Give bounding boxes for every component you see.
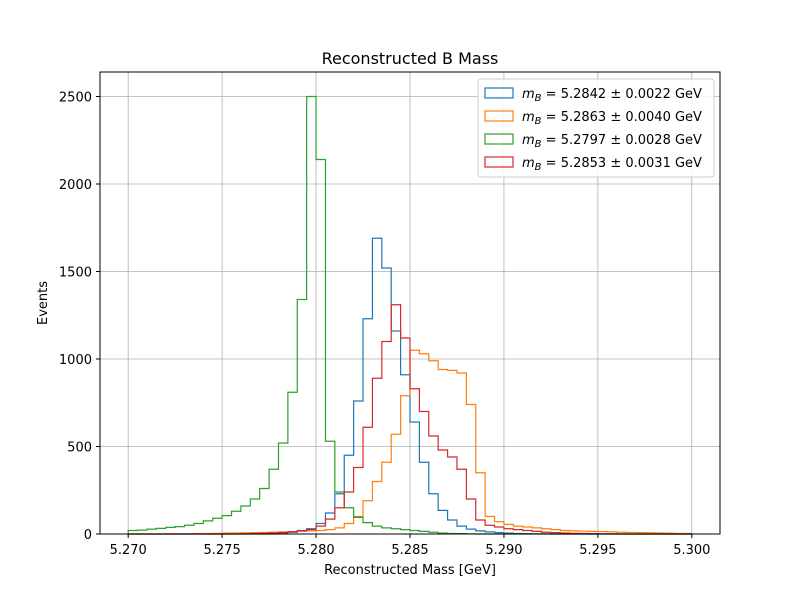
histogram-series-2 <box>128 349 693 535</box>
x-tick-label: 5.290 <box>485 543 522 558</box>
y-tick-label: 2000 <box>59 178 92 193</box>
legend-label-4: mB = 5.2853 ± 0.0031 GeV <box>522 156 702 173</box>
chart-title: Reconstructed B Mass <box>322 49 499 68</box>
legend-box <box>477 78 715 178</box>
legend-label-1: mB = 5.2842 ± 0.0022 GeV <box>522 87 702 104</box>
y-axis-label: Events <box>36 281 51 325</box>
legend-swatch-4 <box>484 156 514 168</box>
x-tick-label: 5.300 <box>673 543 710 558</box>
legend: mB = 5.2842 ± 0.0022 GeV mB = 5.2863 ± 0.… <box>477 78 715 178</box>
histogram-series-4 <box>128 304 692 535</box>
x-axis-ticks: 5.270 5.275 5.280 5.285 5.290 5.295 5.300 <box>110 534 710 558</box>
legend-swatch-3 <box>484 133 514 145</box>
x-tick-label: 5.270 <box>110 543 147 558</box>
x-tick-label: 5.295 <box>579 543 616 558</box>
y-tick-label: 1500 <box>59 266 92 281</box>
x-tick-label: 5.275 <box>204 543 241 558</box>
legend-label-3: mB = 5.2797 ± 0.0028 GeV <box>522 133 702 150</box>
y-axis-ticks: 0 500 1000 1500 2000 2500 <box>59 91 100 543</box>
x-tick-label: 5.280 <box>297 543 334 558</box>
x-axis-label: Reconstructed Mass [GeV] <box>324 563 496 578</box>
y-tick-label: 500 <box>67 441 92 456</box>
y-tick-label: 0 <box>84 528 92 543</box>
legend-swatch-2 <box>484 110 514 122</box>
legend-label-2: mB = 5.2863 ± 0.0040 GeV <box>522 110 702 127</box>
x-tick-label: 5.285 <box>391 543 428 558</box>
y-tick-label: 2500 <box>59 91 92 106</box>
legend-swatch-1 <box>484 87 514 99</box>
y-tick-label: 1000 <box>59 353 92 368</box>
